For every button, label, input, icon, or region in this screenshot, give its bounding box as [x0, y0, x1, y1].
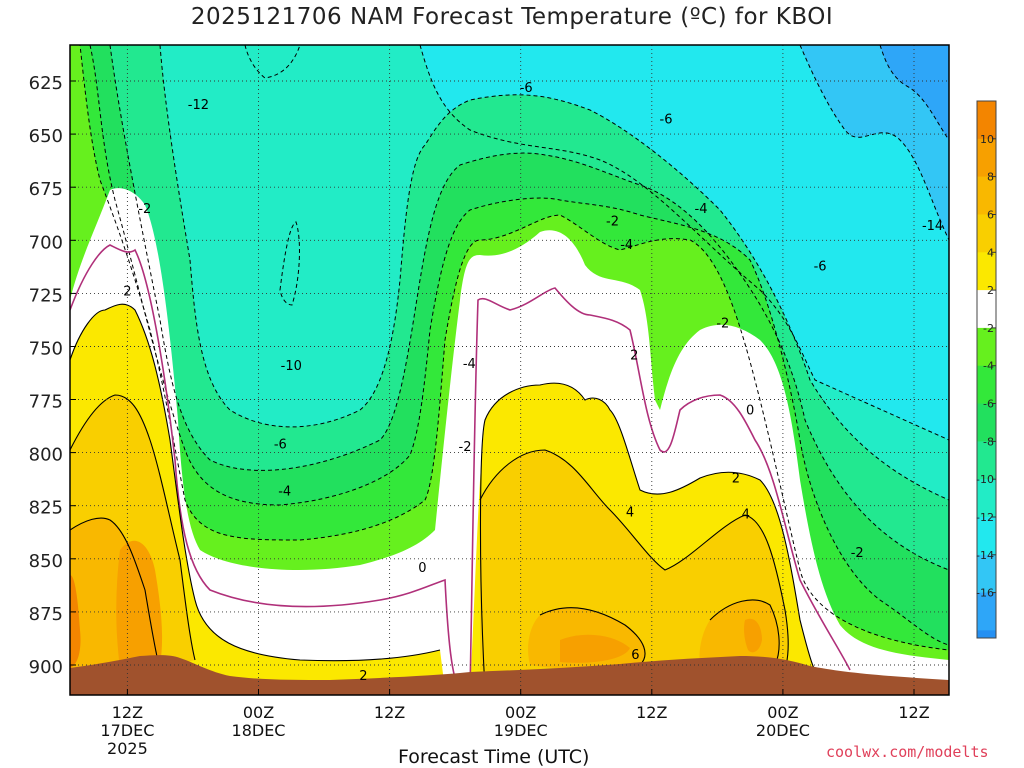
band-below-minus16 — [880, 45, 949, 140]
x-tick-label: 12Z — [374, 703, 405, 722]
contour-label: 4 — [742, 508, 750, 523]
chart-title: 2025121706 NAM Forecast Temperature (ºC)… — [190, 4, 834, 30]
x-axis-title: Forecast Time (UTC) — [398, 746, 590, 768]
y-tick-label: 800 — [29, 445, 63, 466]
x-tick-label: 17DEC — [100, 721, 154, 740]
contour-label: -6 — [274, 438, 287, 453]
colorbar-label: -16 — [976, 587, 994, 600]
contour-label: -12 — [188, 98, 209, 113]
colorbar-swatch — [977, 479, 996, 518]
colorbar-swatch — [977, 327, 996, 367]
x-tick-label: 2025 — [107, 739, 148, 758]
colorbar-label: -12 — [976, 511, 994, 524]
contour-label: -4 — [463, 357, 476, 372]
y-tick-label: 750 — [29, 339, 63, 360]
x-tick-label: 12Z — [898, 703, 929, 722]
contour-label: 2 — [732, 472, 740, 487]
band-10-to-12 — [70, 575, 81, 668]
colorbar-swatch — [977, 290, 996, 329]
colorbar-swatch — [977, 214, 996, 253]
contour-label: -2 — [606, 215, 619, 230]
x-tick-label: 12Z — [636, 703, 667, 722]
colorbar: 10 8 6 4 2 -2 -4 -6 -8 -10 -12 -14 -16 — [976, 100, 997, 639]
watermark: coolwx.com/modelts — [826, 743, 989, 761]
contour-label: -14 — [922, 219, 943, 234]
band-below-minus14 — [800, 45, 949, 240]
colorbar-swatch — [977, 138, 996, 178]
positive-contours — [70, 303, 831, 691]
colorbar-swatch — [977, 517, 996, 556]
contour-label: 2 — [630, 348, 638, 363]
plot-frame — [69, 44, 950, 696]
y-tick-label: 725 — [29, 285, 63, 306]
x-tick-label: 12Z — [112, 703, 143, 722]
colorbar-swatch — [977, 403, 996, 442]
contour-label: 2 — [359, 669, 367, 684]
colorbar-label: 10 — [980, 133, 994, 146]
contour-label: 4 — [626, 506, 634, 521]
contour-label: -2 — [716, 317, 729, 332]
y-tick-label: 875 — [29, 604, 63, 625]
x-tick-label: 00Z — [767, 703, 798, 722]
colorbar-label: 8 — [987, 171, 994, 184]
colorbar-frame — [976, 100, 997, 639]
colorbar-swatch — [977, 101, 996, 140]
contour-label: -10 — [281, 359, 302, 374]
colorbar-swatch — [977, 252, 996, 291]
contour-label: -6 — [520, 81, 533, 96]
y-axis: 625 650 675 700 725 750 775 800 825 850 875 900 — [29, 73, 76, 678]
y-tick-label: 775 — [29, 392, 63, 413]
x-tick-label: 00Z — [243, 703, 274, 722]
colorbar-swatch — [977, 554, 996, 594]
contour-label: -2 — [459, 440, 472, 455]
contour-label: 0 — [418, 561, 426, 576]
zero-contours — [70, 244, 851, 691]
band-8-to-10 — [116, 540, 762, 668]
y-tick-label: 625 — [29, 73, 63, 94]
contour-label: -4 — [620, 238, 633, 253]
y-tick-label: 700 — [29, 232, 63, 253]
y-tick-label: 850 — [29, 551, 63, 572]
band-6-to-8 — [70, 518, 780, 675]
band-4-to-6 — [70, 395, 789, 680]
terrain — [70, 655, 949, 695]
y-tick-label: 675 — [29, 179, 63, 200]
x-tick-label: 00Z — [505, 703, 536, 722]
colorbar-label: -14 — [976, 549, 994, 562]
colorbar-swatch — [977, 630, 996, 638]
colorbar-label: -4 — [983, 360, 994, 373]
contour-label: -6 — [660, 113, 673, 128]
x-tick-label: 19DEC — [494, 721, 548, 740]
colorbar-label: 2 — [987, 284, 994, 297]
x-tick-label: 18DEC — [232, 721, 286, 740]
colorbar-label: 4 — [987, 246, 994, 259]
contour-label: -4 — [278, 484, 291, 499]
contour-label: -2 — [138, 202, 151, 217]
contour-label: 2 — [123, 285, 131, 300]
contour-label: -6 — [814, 259, 827, 274]
y-tick-label: 650 — [29, 126, 63, 147]
x-tick-label: 20DEC — [756, 721, 810, 740]
y-tick-label: 825 — [29, 498, 63, 519]
y-tick-label: 900 — [29, 657, 63, 678]
colorbar-swatch — [977, 176, 996, 215]
grid-lines — [70, 45, 949, 695]
colorbar-label: 6 — [987, 209, 994, 222]
colorbar-swatch — [977, 441, 996, 480]
contour-label: -2 — [851, 546, 864, 561]
contour-label: -4 — [695, 202, 708, 217]
contour-label: 0 — [746, 404, 754, 419]
contour-label: 6 — [631, 648, 639, 663]
contour-labels: -12-22-10-6-402-4-2-6-6-2-4-4-6-2-140242… — [123, 81, 943, 684]
colorbar-label: -6 — [983, 398, 994, 411]
colorbar-swatch — [977, 365, 996, 404]
colorbar-label: -10 — [976, 473, 994, 486]
colorbar-swatch — [977, 592, 996, 631]
temperature-fill-layers — [70, 45, 949, 695]
colorbar-label: -8 — [983, 435, 994, 448]
colorbar-label: -2 — [983, 322, 994, 335]
